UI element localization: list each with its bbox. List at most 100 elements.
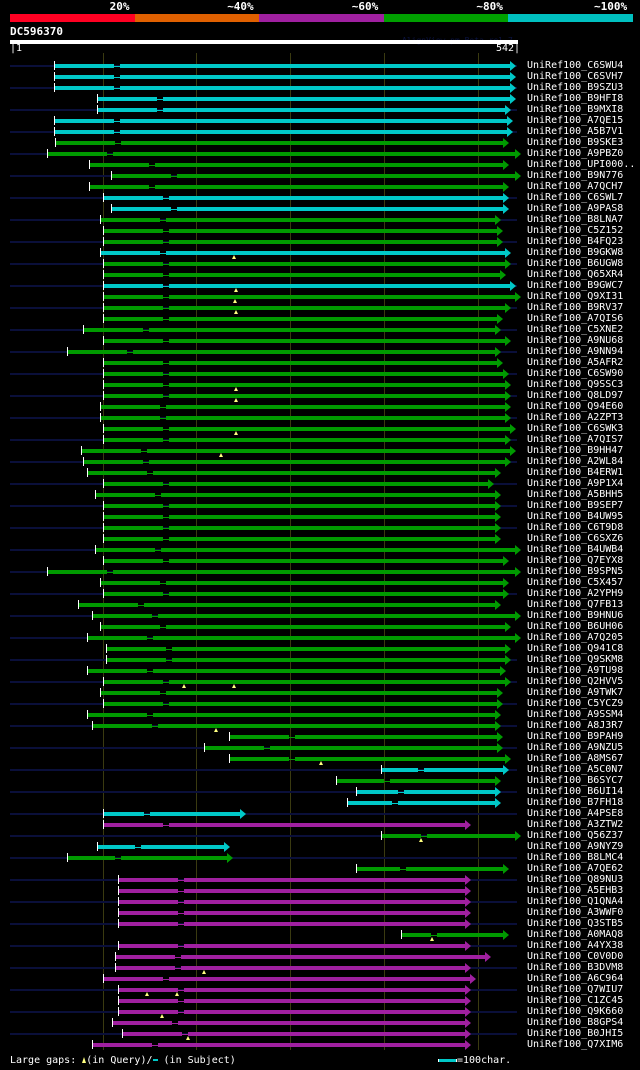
hit-label[interactable]: UniRef100_A7QE62 bbox=[527, 863, 624, 874]
alignment-bar[interactable] bbox=[295, 757, 505, 761]
alignment-bar[interactable] bbox=[102, 977, 163, 981]
alignment-bar[interactable] bbox=[183, 1010, 466, 1014]
alignment-bar[interactable] bbox=[149, 812, 240, 816]
alignment-bar[interactable] bbox=[168, 339, 505, 343]
alignment-bar[interactable] bbox=[102, 317, 163, 321]
alignment-bar[interactable] bbox=[168, 537, 496, 541]
hit-label[interactable]: UniRef100_Q7XIM6 bbox=[527, 1039, 624, 1050]
alignment-bar[interactable] bbox=[102, 537, 163, 541]
alignment-bar[interactable] bbox=[99, 416, 160, 420]
alignment-bar[interactable] bbox=[105, 647, 166, 651]
alignment-bar[interactable] bbox=[114, 966, 175, 970]
hit-label[interactable]: UniRef100_C6SW90 bbox=[527, 368, 624, 379]
hit-label[interactable]: UniRef100_Q65XR4 bbox=[527, 269, 624, 280]
hit-label[interactable]: UniRef100_B4UW95 bbox=[527, 511, 624, 522]
alignment-bar[interactable] bbox=[154, 185, 503, 189]
hit-label[interactable]: UniRef100_Q7FB13 bbox=[527, 599, 624, 610]
hit-label[interactable]: UniRef100_A5AFR2 bbox=[527, 357, 624, 368]
alignment-bar[interactable] bbox=[168, 361, 498, 365]
alignment-bar[interactable] bbox=[83, 328, 144, 332]
hit-label[interactable]: UniRef100_A9NYZ9 bbox=[527, 841, 624, 852]
hit-label[interactable]: UniRef100_Q9XI31 bbox=[527, 291, 624, 302]
hit-label[interactable]: UniRef100_C5YCZ9 bbox=[527, 698, 624, 709]
hit-label[interactable]: UniRef100_B9GWC7 bbox=[527, 280, 624, 291]
hit-label[interactable]: UniRef100_A2WL84 bbox=[527, 456, 624, 467]
alignment-bar[interactable] bbox=[403, 790, 496, 794]
alignment-bar[interactable] bbox=[92, 614, 153, 618]
alignment-bar[interactable] bbox=[165, 581, 503, 585]
alignment-bar[interactable] bbox=[97, 108, 158, 112]
alignment-bar[interactable] bbox=[168, 273, 501, 277]
hit-label[interactable]: UniRef100_A9NN94 bbox=[527, 346, 624, 357]
hit-label[interactable]: UniRef100_B6SYC7 bbox=[527, 775, 624, 786]
hit-label[interactable]: UniRef100_B9MXI8 bbox=[527, 104, 624, 115]
alignment-bar[interactable] bbox=[95, 548, 156, 552]
hit-label[interactable]: UniRef100_B3DVM8 bbox=[527, 962, 624, 973]
alignment-bar[interactable] bbox=[117, 1010, 178, 1014]
alignment-bar[interactable] bbox=[400, 933, 432, 937]
alignment-bar[interactable] bbox=[120, 86, 511, 90]
alignment-bar[interactable] bbox=[120, 75, 511, 79]
hit-label[interactable]: UniRef100_A8MS67 bbox=[527, 753, 624, 764]
alignment-bar[interactable] bbox=[54, 64, 115, 68]
alignment-bar[interactable] bbox=[397, 801, 496, 805]
alignment-bar[interactable] bbox=[165, 251, 505, 255]
hit-label[interactable]: UniRef100_B9SPN5 bbox=[527, 566, 624, 577]
alignment-bar[interactable] bbox=[158, 614, 516, 618]
alignment-bar[interactable] bbox=[67, 350, 128, 354]
hit-label[interactable]: UniRef100_A7QIS6 bbox=[527, 313, 624, 324]
alignment-bar[interactable] bbox=[111, 207, 172, 211]
alignment-bar[interactable] bbox=[152, 636, 516, 640]
alignment-bar[interactable] bbox=[112, 152, 516, 156]
alignment-bar[interactable] bbox=[121, 1032, 182, 1036]
alignment-bar[interactable] bbox=[86, 669, 147, 673]
hit-label[interactable]: UniRef100_B8LNA7 bbox=[527, 214, 624, 225]
alignment-bar[interactable] bbox=[117, 900, 178, 904]
hit-label[interactable]: UniRef100_B9HH47 bbox=[527, 445, 624, 456]
hit-label[interactable]: UniRef100_B6UI14 bbox=[527, 786, 624, 797]
hit-label[interactable]: UniRef100_C0V0D0 bbox=[527, 951, 624, 962]
alignment-bar[interactable] bbox=[295, 735, 498, 739]
hit-label[interactable]: UniRef100_B9HFI8 bbox=[527, 93, 624, 104]
alignment-bar[interactable] bbox=[168, 526, 496, 530]
alignment-bar[interactable] bbox=[269, 746, 498, 750]
alignment-bar[interactable] bbox=[187, 1032, 466, 1036]
alignment-bar[interactable] bbox=[86, 713, 147, 717]
hit-label[interactable]: UniRef100_A9TWK7 bbox=[527, 687, 624, 698]
alignment-bar[interactable] bbox=[168, 559, 503, 563]
alignment-bar[interactable] bbox=[102, 196, 163, 200]
hit-label[interactable]: UniRef100_B4FQ23 bbox=[527, 236, 624, 247]
alignment-bar[interactable] bbox=[102, 306, 163, 310]
alignment-bar[interactable] bbox=[102, 229, 163, 233]
alignment-bar[interactable] bbox=[141, 845, 224, 849]
alignment-bar[interactable] bbox=[83, 460, 144, 464]
alignment-bar[interactable] bbox=[88, 163, 149, 167]
alignment-bar[interactable] bbox=[203, 746, 264, 750]
alignment-bar[interactable] bbox=[102, 361, 163, 365]
hit-label[interactable]: UniRef100_A6C964 bbox=[527, 973, 624, 984]
hit-label[interactable]: UniRef100_A7QIS7 bbox=[527, 434, 624, 445]
alignment-bar[interactable] bbox=[114, 955, 175, 959]
hit-label[interactable]: UniRef100_A0MAQ8 bbox=[527, 929, 624, 940]
hit-label[interactable]: UniRef100_C5Z152 bbox=[527, 225, 624, 236]
alignment-bar[interactable] bbox=[81, 449, 142, 453]
alignment-bar[interactable] bbox=[381, 768, 418, 772]
alignment-bar[interactable] bbox=[158, 724, 496, 728]
alignment-bar[interactable] bbox=[154, 163, 503, 167]
alignment-bar[interactable] bbox=[120, 64, 511, 68]
hit-label[interactable]: UniRef100_A2ZPT3 bbox=[527, 412, 624, 423]
alignment-bar[interactable] bbox=[102, 515, 163, 519]
alignment-bar[interactable] bbox=[95, 493, 156, 497]
alignment-bar[interactable] bbox=[168, 284, 511, 288]
alignment-bar[interactable] bbox=[178, 1021, 466, 1025]
alignment-bar[interactable] bbox=[54, 75, 115, 79]
alignment-bar[interactable] bbox=[168, 262, 505, 266]
alignment-bar[interactable] bbox=[168, 482, 488, 486]
alignment-bar[interactable] bbox=[427, 834, 516, 838]
hit-label[interactable]: UniRef100_B8GPS4 bbox=[527, 1017, 624, 1028]
alignment-bar[interactable] bbox=[163, 108, 505, 112]
hit-label[interactable]: UniRef100_A9NZU5 bbox=[527, 742, 624, 753]
alignment-bar[interactable] bbox=[165, 218, 496, 222]
hit-label[interactable]: UniRef100_A4PSE8 bbox=[527, 808, 624, 819]
hit-label[interactable]: UniRef100_C6SXZ6 bbox=[527, 533, 624, 544]
